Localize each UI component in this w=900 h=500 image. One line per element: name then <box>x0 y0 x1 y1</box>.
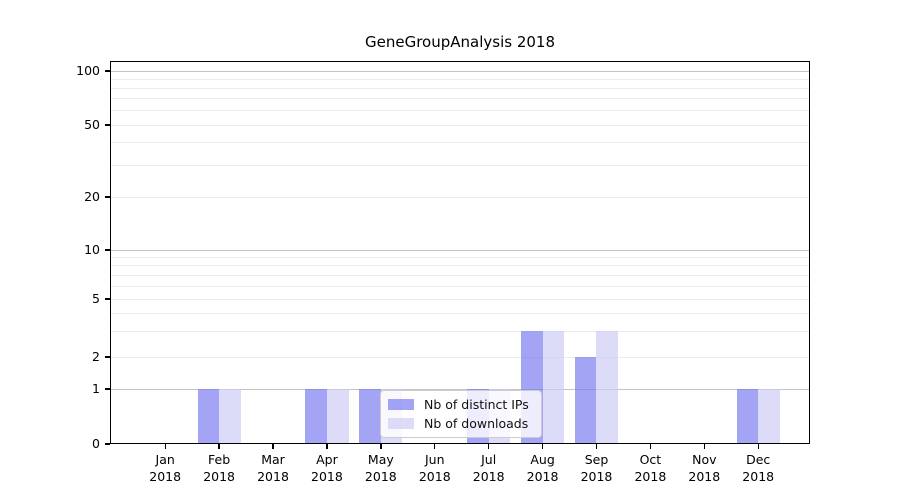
x-tick-label-dec: Dec 2018 <box>742 452 775 484</box>
x-tick-feb <box>218 444 220 449</box>
gridline-80 <box>110 87 810 89</box>
x-tick-label-feb: Feb 2018 <box>203 452 236 484</box>
x-tick-label-jun: Jun 2018 <box>418 452 451 484</box>
gridline-50 <box>110 124 810 126</box>
y-tick-label-10: 10 <box>84 242 100 257</box>
y-tick-label-50: 50 <box>84 117 100 132</box>
y-tick-100 <box>105 70 110 72</box>
x-tick-jul <box>487 444 490 449</box>
x-tick-sep <box>595 444 598 449</box>
legend: Nb of distinct IPs Nb of downloads <box>380 390 542 438</box>
gridline-90 <box>110 78 810 80</box>
gridline-6 <box>110 285 810 287</box>
bar-apr-downloads <box>326 389 349 444</box>
gridline-9 <box>110 256 810 258</box>
legend-label-distinct-ips: Nb of distinct IPs <box>424 397 529 412</box>
y-tick-label-100: 100 <box>76 63 100 78</box>
legend-swatch-distinct-ips <box>388 399 414 410</box>
gridline-2 <box>110 356 810 358</box>
x-tick-label-mar: Mar 2018 <box>257 452 289 484</box>
y-tick-1 <box>105 388 110 390</box>
x-tick-label-nov: Nov 2018 <box>688 452 721 484</box>
bar-aug-downloads <box>542 331 565 444</box>
y-tick-label-20: 20 <box>84 189 100 204</box>
gridline-8 <box>110 265 810 267</box>
gridline-10 <box>110 249 810 251</box>
bar-apr-distinct-ips <box>305 389 327 444</box>
legend-entry-distinct-ips: Nb of distinct IPs <box>388 397 534 412</box>
bar-feb-downloads <box>219 389 241 444</box>
x-tick-apr <box>326 444 328 449</box>
gridline-3 <box>110 330 810 332</box>
x-tick-label-may: May 2018 <box>364 452 397 484</box>
gridline-7 <box>110 274 810 276</box>
x-tick-label-jan: Jan 2018 <box>149 452 182 484</box>
gridline-70 <box>110 98 810 100</box>
y-tick-0 <box>105 443 110 445</box>
bar-sep-downloads <box>596 331 619 444</box>
bar-may-distinct-ips <box>359 389 381 444</box>
x-tick-label-oct: Oct 2018 <box>634 452 667 484</box>
bar-feb-distinct-ips <box>197 389 220 444</box>
chart-title: GeneGroupAnalysis 2018 <box>365 33 555 51</box>
y-tick-2 <box>105 356 110 358</box>
x-tick-label-jul: Jul 2018 <box>472 452 505 484</box>
x-tick-label-aug: Aug 2018 <box>526 452 559 484</box>
y-tick-20 <box>105 196 110 198</box>
y-tick-label-0: 0 <box>92 436 100 451</box>
x-tick-label-apr: Apr 2018 <box>311 452 343 484</box>
x-tick-dec <box>757 444 759 449</box>
y-tick-label-5: 5 <box>92 291 100 306</box>
gridline-20 <box>110 196 810 198</box>
x-tick-aug <box>541 444 544 449</box>
x-tick-may <box>380 444 382 449</box>
gridline-60 <box>110 110 810 112</box>
x-tick-nov <box>703 444 705 449</box>
x-tick-jan <box>164 444 166 449</box>
gridline-4 <box>110 312 810 314</box>
x-tick-oct <box>649 444 652 449</box>
x-tick-jun <box>434 444 436 449</box>
bar-dec-downloads <box>758 389 780 444</box>
y-tick-label-2: 2 <box>92 349 100 364</box>
gridline-30 <box>110 164 810 166</box>
y-tick-50 <box>105 124 110 126</box>
legend-label-downloads: Nb of downloads <box>424 416 529 431</box>
x-tick-label-sep: Sep 2018 <box>580 452 613 484</box>
gridline-100 <box>110 70 810 72</box>
legend-swatch-downloads <box>388 418 414 429</box>
y-tick-label-1: 1 <box>92 381 100 396</box>
bar-dec-distinct-ips <box>736 389 759 444</box>
x-tick-mar <box>272 444 274 449</box>
gridline-5 <box>110 298 810 300</box>
gridline-1 <box>110 388 810 390</box>
gridline-40 <box>110 142 810 144</box>
bar-sep-distinct-ips <box>574 357 597 444</box>
y-tick-5 <box>105 298 110 300</box>
y-tick-10 <box>105 249 110 251</box>
plot-area <box>110 61 810 444</box>
legend-entry-downloads: Nb of downloads <box>388 416 534 431</box>
